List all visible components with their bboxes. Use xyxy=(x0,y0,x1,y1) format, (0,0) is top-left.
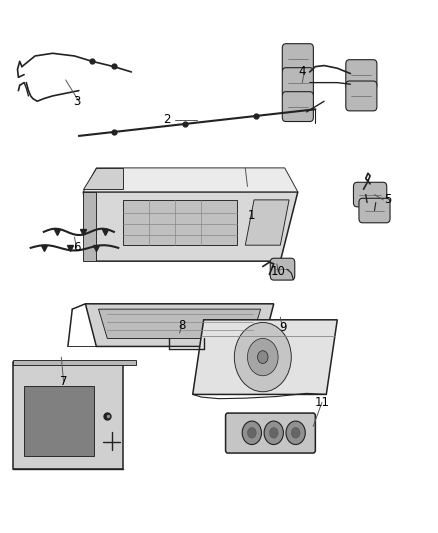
Polygon shape xyxy=(83,168,123,189)
Text: 9: 9 xyxy=(279,321,286,334)
Circle shape xyxy=(258,351,268,364)
FancyBboxPatch shape xyxy=(283,44,314,74)
FancyBboxPatch shape xyxy=(283,92,314,122)
Polygon shape xyxy=(123,200,237,245)
FancyBboxPatch shape xyxy=(13,362,123,469)
Polygon shape xyxy=(83,192,298,261)
Text: 11: 11 xyxy=(314,396,329,409)
Circle shape xyxy=(264,421,283,445)
FancyBboxPatch shape xyxy=(24,386,94,456)
FancyBboxPatch shape xyxy=(226,413,315,453)
Text: 2: 2 xyxy=(162,114,170,126)
Text: 5: 5 xyxy=(384,193,391,206)
Circle shape xyxy=(247,338,278,376)
Text: 7: 7 xyxy=(60,375,67,387)
Text: 6: 6 xyxy=(73,241,81,254)
Polygon shape xyxy=(83,168,298,192)
FancyBboxPatch shape xyxy=(346,81,377,111)
Circle shape xyxy=(247,427,256,438)
Polygon shape xyxy=(83,192,96,261)
FancyBboxPatch shape xyxy=(346,60,377,90)
FancyBboxPatch shape xyxy=(359,198,390,223)
FancyBboxPatch shape xyxy=(283,68,314,98)
Circle shape xyxy=(234,322,291,392)
Polygon shape xyxy=(99,309,261,338)
Circle shape xyxy=(269,427,278,438)
Text: 4: 4 xyxy=(298,66,306,78)
FancyBboxPatch shape xyxy=(353,182,387,207)
Text: 10: 10 xyxy=(271,265,286,278)
Text: 8: 8 xyxy=(178,319,185,332)
FancyBboxPatch shape xyxy=(270,259,295,280)
Polygon shape xyxy=(193,320,337,394)
Circle shape xyxy=(286,421,305,445)
Polygon shape xyxy=(245,200,289,245)
FancyBboxPatch shape xyxy=(13,360,136,365)
Circle shape xyxy=(242,421,261,445)
Circle shape xyxy=(291,427,300,438)
Text: 3: 3 xyxy=(73,95,80,108)
Polygon shape xyxy=(85,304,274,346)
Text: 1: 1 xyxy=(248,209,256,222)
